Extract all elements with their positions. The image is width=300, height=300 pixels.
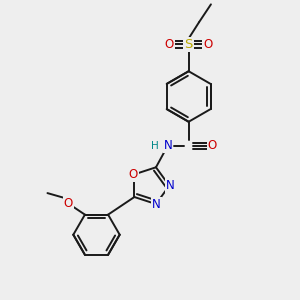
Text: N: N xyxy=(152,197,161,211)
Text: N: N xyxy=(166,179,174,192)
Text: H: H xyxy=(151,140,158,151)
Text: O: O xyxy=(64,197,73,210)
Text: N: N xyxy=(164,139,172,152)
Text: S: S xyxy=(184,38,193,51)
Text: O: O xyxy=(208,139,217,152)
Text: O: O xyxy=(165,38,174,51)
Text: O: O xyxy=(129,168,138,181)
Text: O: O xyxy=(203,38,213,51)
